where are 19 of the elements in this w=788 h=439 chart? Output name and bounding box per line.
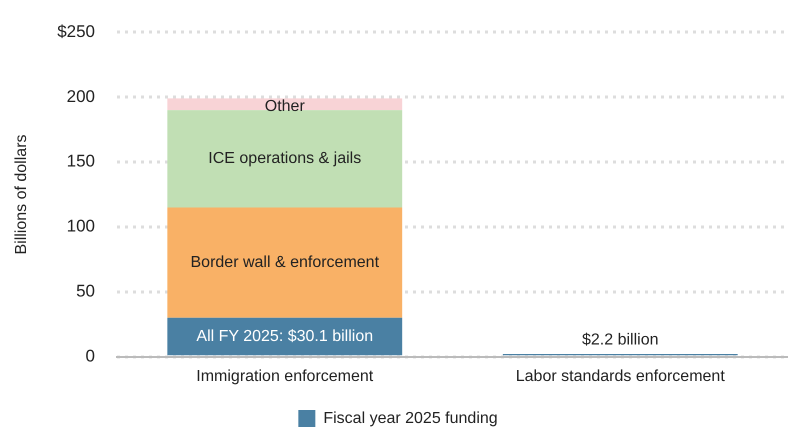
y-tick-label: 50 [76, 282, 96, 301]
series-label: Border wall & enforcement [190, 254, 380, 272]
bar [167, 318, 402, 356]
legend-label: Fiscal year 2025 funding [323, 410, 498, 427]
bar [167, 207, 402, 318]
data-label: All FY 2025: $30.1 billion [196, 328, 374, 345]
bar [167, 110, 402, 208]
y-axis-title: Billions of dollars [13, 134, 30, 255]
y-tick-label: $250 [57, 22, 96, 41]
x-tick-label: Immigration enforcement [196, 368, 374, 385]
y-tick-label: 200 [66, 86, 96, 106]
data-label: $2.2 billion [582, 331, 659, 348]
y-tick-label: 0 [86, 346, 96, 366]
y-tick-label: 100 [66, 216, 96, 236]
y-tick-label: 150 [66, 152, 96, 171]
series-label: Other [264, 98, 306, 115]
bar [167, 98, 402, 110]
x-tick-label: Labor standards enforcement [516, 368, 726, 385]
series-label: ICE operations & jails [208, 150, 362, 168]
